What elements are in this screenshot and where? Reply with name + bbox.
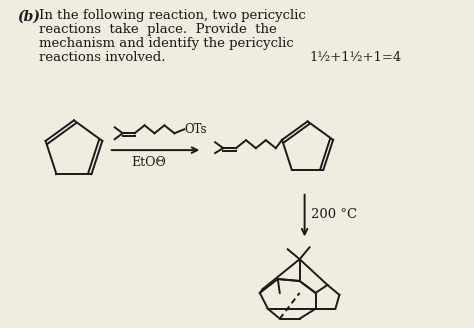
Text: mechanism and identify the pericyclic: mechanism and identify the pericyclic xyxy=(39,37,294,50)
Text: EtOΘ: EtOΘ xyxy=(131,156,166,169)
Text: 200 °C: 200 °C xyxy=(310,208,357,221)
Text: OTs: OTs xyxy=(184,123,207,136)
Text: In the following reaction, two pericyclic: In the following reaction, two pericycli… xyxy=(39,9,306,22)
Text: reactions involved.: reactions involved. xyxy=(39,51,166,64)
Text: (b): (b) xyxy=(17,9,40,23)
Text: reactions  take  place.  Provide  the: reactions take place. Provide the xyxy=(39,23,277,36)
Text: 1½+1½+1=4: 1½+1½+1=4 xyxy=(310,51,402,64)
